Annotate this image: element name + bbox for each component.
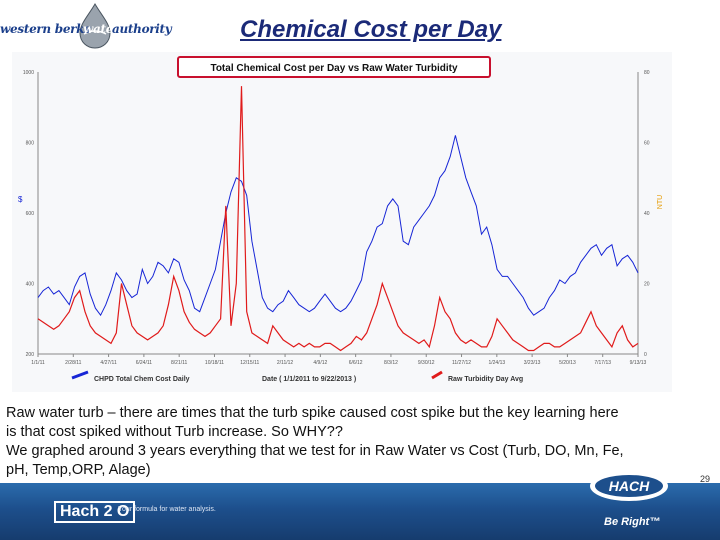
x-tick-label: 6/6/12: [349, 360, 363, 366]
hach-logo-icon: HACH: [590, 471, 668, 501]
y-right-ticks: 0 20 40 60 80: [644, 70, 650, 358]
hach2o-label: Hach 2 O: [54, 501, 136, 523]
chart-title: Total Chemical Cost per Day vs Raw Water…: [210, 63, 458, 74]
x-tick-label: 9/30/12: [418, 360, 435, 366]
slogan: Be Right™: [604, 516, 661, 528]
x-tick-label: 8/21/11: [171, 360, 188, 366]
wbwa-logo: western berks water authority: [0, 0, 172, 52]
footer-bar: Hach 2 O Your formula for water analysis…: [0, 471, 720, 540]
legend-swatch-cost: [71, 370, 89, 380]
x-tick-label: 6/24/11: [136, 360, 153, 366]
chart-container: Total Chemical Cost per Day vs Raw Water…: [12, 52, 672, 392]
series-line-turbidity: [37, 86, 639, 352]
x-tick-label: 3/23/13: [524, 360, 541, 366]
body-line-3: We graphed around 3 years everything tha…: [6, 443, 624, 459]
logo-text-western-berks: western berks: [0, 22, 91, 36]
x-tick-label: 10/18/11: [205, 360, 224, 366]
x-tick-label: 5/20/13: [559, 360, 576, 366]
logo-text-authority: authority: [112, 22, 172, 36]
x-tick-label: 1/1/11: [31, 360, 45, 366]
y-left-tick-label: 400: [26, 282, 35, 288]
x-tick-label: 4/27/11: [100, 360, 117, 366]
body-line-4: pH, Temp,ORP, Alage): [6, 462, 151, 478]
body-line-1: Raw water turb – there are times that th…: [6, 405, 619, 421]
chart-svg: Total Chemical Cost per Day vs Raw Water…: [12, 52, 672, 392]
y-right-tick-label: 80: [644, 70, 650, 76]
logo-text-water: water: [83, 22, 120, 36]
x-tick-label: 4/9/12: [313, 360, 327, 366]
y-right-tick-label: 0: [644, 352, 647, 358]
y-left-ticks: 200 400 600 800 1000: [23, 70, 34, 358]
series-line-cost: [37, 135, 639, 317]
chart-background: [12, 52, 672, 392]
body-line-2: is that cost spiked without Turb increas…: [6, 424, 343, 440]
legend-label-turbidity: Raw Turbidity Day Avg: [448, 376, 523, 383]
x-tick-label: 2/11/12: [277, 360, 294, 366]
y-left-tick-label: 1000: [23, 70, 34, 76]
body-text: Raw water turb – there are times that th…: [6, 404, 696, 480]
y-left-label: $: [18, 195, 23, 204]
x-tick-label: 12/15/11: [240, 360, 259, 366]
x-tick-label: 11/27/12: [452, 360, 471, 366]
legend: CHPD Total Chem Cost Daily Date ( 1/1/20…: [71, 370, 523, 383]
hach2o-tagline: Your formula for water analysis.: [118, 506, 216, 513]
y-left-tick-label: 600: [26, 211, 35, 217]
y-right-label: NTU: [657, 195, 664, 209]
y-right-tick-label: 20: [644, 282, 650, 288]
x-tick-label: 1/24/13: [488, 360, 505, 366]
x-ticks: 1/1/11 2/28/11 4/27/11 6/24/11 8/21/11 10/18/…: [31, 354, 647, 366]
hach-brand-text: HACH: [609, 478, 650, 494]
y-left-tick-label: 200: [26, 352, 35, 358]
x-axis-label: Date ( 1/1/2011 to 9/22/2013 ): [262, 376, 356, 383]
y-left-tick-label: 800: [26, 141, 35, 147]
x-tick-label: 9/13/13: [630, 360, 647, 366]
page-number: 29: [699, 474, 710, 484]
legend-swatch-turbidity: [431, 370, 443, 380]
x-tick-label: 2/28/11: [65, 360, 82, 366]
hach2o-logo: Hach 2 O: [54, 501, 136, 523]
chart-title-box: [177, 56, 491, 78]
legend-label-cost: CHPD Total Chem Cost Daily: [94, 376, 190, 383]
x-tick-label: 7/17/13: [594, 360, 611, 366]
water-drop-icon: [79, 3, 111, 49]
slide-title: Chemical Cost per Day: [240, 16, 502, 43]
x-tick-label: 8/3/12: [384, 360, 398, 366]
y-right-tick-label: 40: [644, 211, 650, 217]
y-right-tick-label: 60: [644, 141, 650, 147]
